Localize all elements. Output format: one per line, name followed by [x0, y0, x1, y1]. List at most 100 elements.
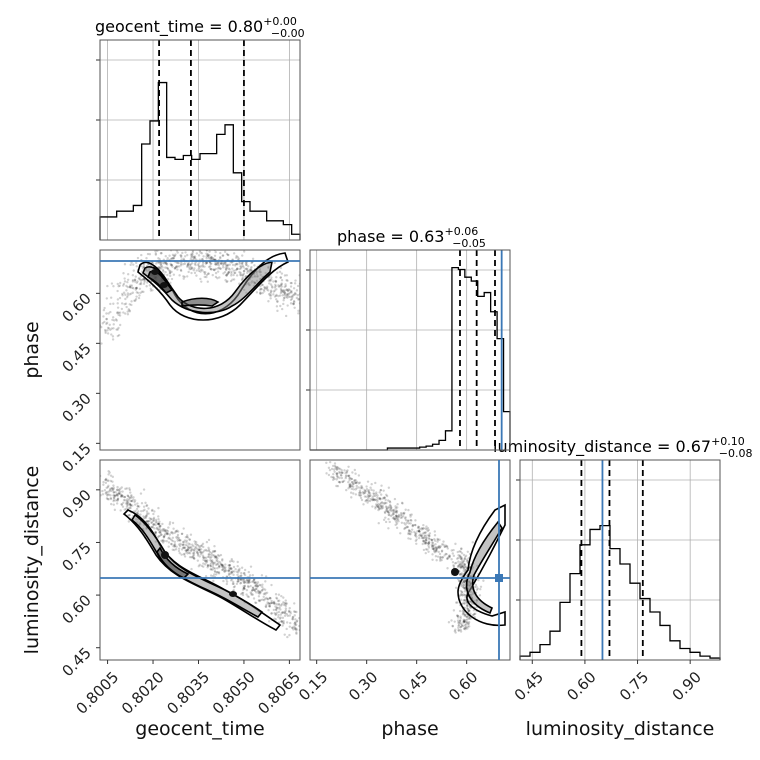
sample-point [243, 580, 246, 583]
sample-point [103, 320, 106, 324]
sample-point [462, 553, 466, 557]
sample-point [463, 568, 467, 572]
sample-point [269, 290, 273, 293]
sample-point [277, 599, 281, 602]
sample-point [463, 627, 466, 631]
sample-point [124, 499, 127, 502]
sample-point [103, 488, 107, 492]
sample-point [394, 505, 397, 508]
sample-point [243, 584, 246, 587]
sample-point [452, 554, 456, 558]
sample-point [129, 503, 132, 506]
sample-point [287, 289, 290, 293]
sample-point [103, 306, 106, 310]
sample-point [232, 586, 236, 589]
sample-point [282, 619, 285, 623]
sample-point [354, 481, 357, 484]
sample-point [444, 544, 447, 547]
sample-point [350, 477, 354, 481]
sample-point [267, 620, 271, 623]
sample-point [463, 620, 466, 623]
sample-point [464, 620, 467, 623]
sample-point [102, 308, 106, 312]
sample-point [462, 580, 465, 584]
sample-point [211, 273, 214, 277]
sample-point [239, 578, 242, 582]
sample-point [290, 297, 294, 300]
sample-point [332, 476, 335, 479]
sample-point [225, 582, 229, 586]
sample-point [125, 505, 129, 508]
sample-point [113, 494, 116, 497]
sample-point [378, 504, 381, 507]
sample-point [106, 494, 109, 497]
sample-point [289, 290, 293, 294]
sample-point [285, 288, 289, 291]
sample-point [241, 276, 245, 280]
sample-point [169, 537, 172, 541]
sample-point [102, 483, 105, 486]
sample-point [403, 517, 407, 520]
sample-point [458, 609, 462, 613]
sample-point [345, 470, 348, 473]
sample-point [176, 265, 179, 268]
sample-point [209, 267, 213, 271]
sample-point [219, 261, 223, 265]
sample-point [280, 272, 284, 275]
sample-point [426, 529, 429, 533]
sample-point [196, 554, 200, 557]
sample-point [207, 265, 211, 269]
title-geocent-time: geocent_time = 0.80+0.00 −0.00 [95, 15, 305, 40]
sample-point [134, 503, 137, 506]
sample-point [463, 614, 466, 618]
sample-point [285, 621, 289, 624]
sample-point [424, 542, 427, 546]
sample-point [227, 569, 231, 573]
sample-point [139, 509, 143, 513]
sample-point [293, 602, 296, 605]
sample-point [443, 554, 446, 557]
sample-point [243, 579, 246, 582]
sample-point [117, 326, 120, 330]
sample-point [372, 489, 375, 492]
sample-point [279, 276, 282, 279]
sample-point [278, 270, 282, 274]
sample-point [195, 274, 198, 277]
sample-point [434, 546, 438, 549]
sample-point [179, 262, 183, 266]
sample-point [191, 552, 195, 555]
sample-point [128, 303, 131, 306]
sample-point [147, 512, 150, 515]
sample-point [427, 546, 431, 549]
sample-point [203, 265, 206, 268]
sample-point [440, 550, 444, 553]
sample-point [460, 624, 464, 628]
sample-point [189, 533, 193, 536]
sample-point [355, 480, 359, 484]
sample-point [291, 626, 294, 630]
sample-point [121, 490, 124, 493]
sample-point [261, 283, 264, 287]
sample-point [462, 583, 466, 586]
sample-point [283, 611, 286, 615]
sample-point [273, 295, 277, 298]
sample-point [289, 281, 293, 285]
sample-point [417, 529, 421, 533]
sample-point [241, 591, 244, 595]
sample-point [272, 600, 276, 603]
sample-point [281, 611, 284, 614]
sample-point [281, 290, 285, 294]
sample-point [436, 540, 439, 543]
sample-point [274, 618, 278, 621]
sample-point [438, 546, 441, 549]
sample-point [143, 516, 146, 519]
sample-point [201, 262, 205, 265]
sample-point [389, 507, 393, 511]
sample-point [100, 325, 103, 329]
sample-point [188, 552, 192, 555]
sample-point [255, 591, 258, 594]
sample-point [473, 585, 477, 589]
sample-point [206, 254, 209, 257]
sample-point [170, 263, 174, 267]
sample-point [228, 566, 231, 570]
